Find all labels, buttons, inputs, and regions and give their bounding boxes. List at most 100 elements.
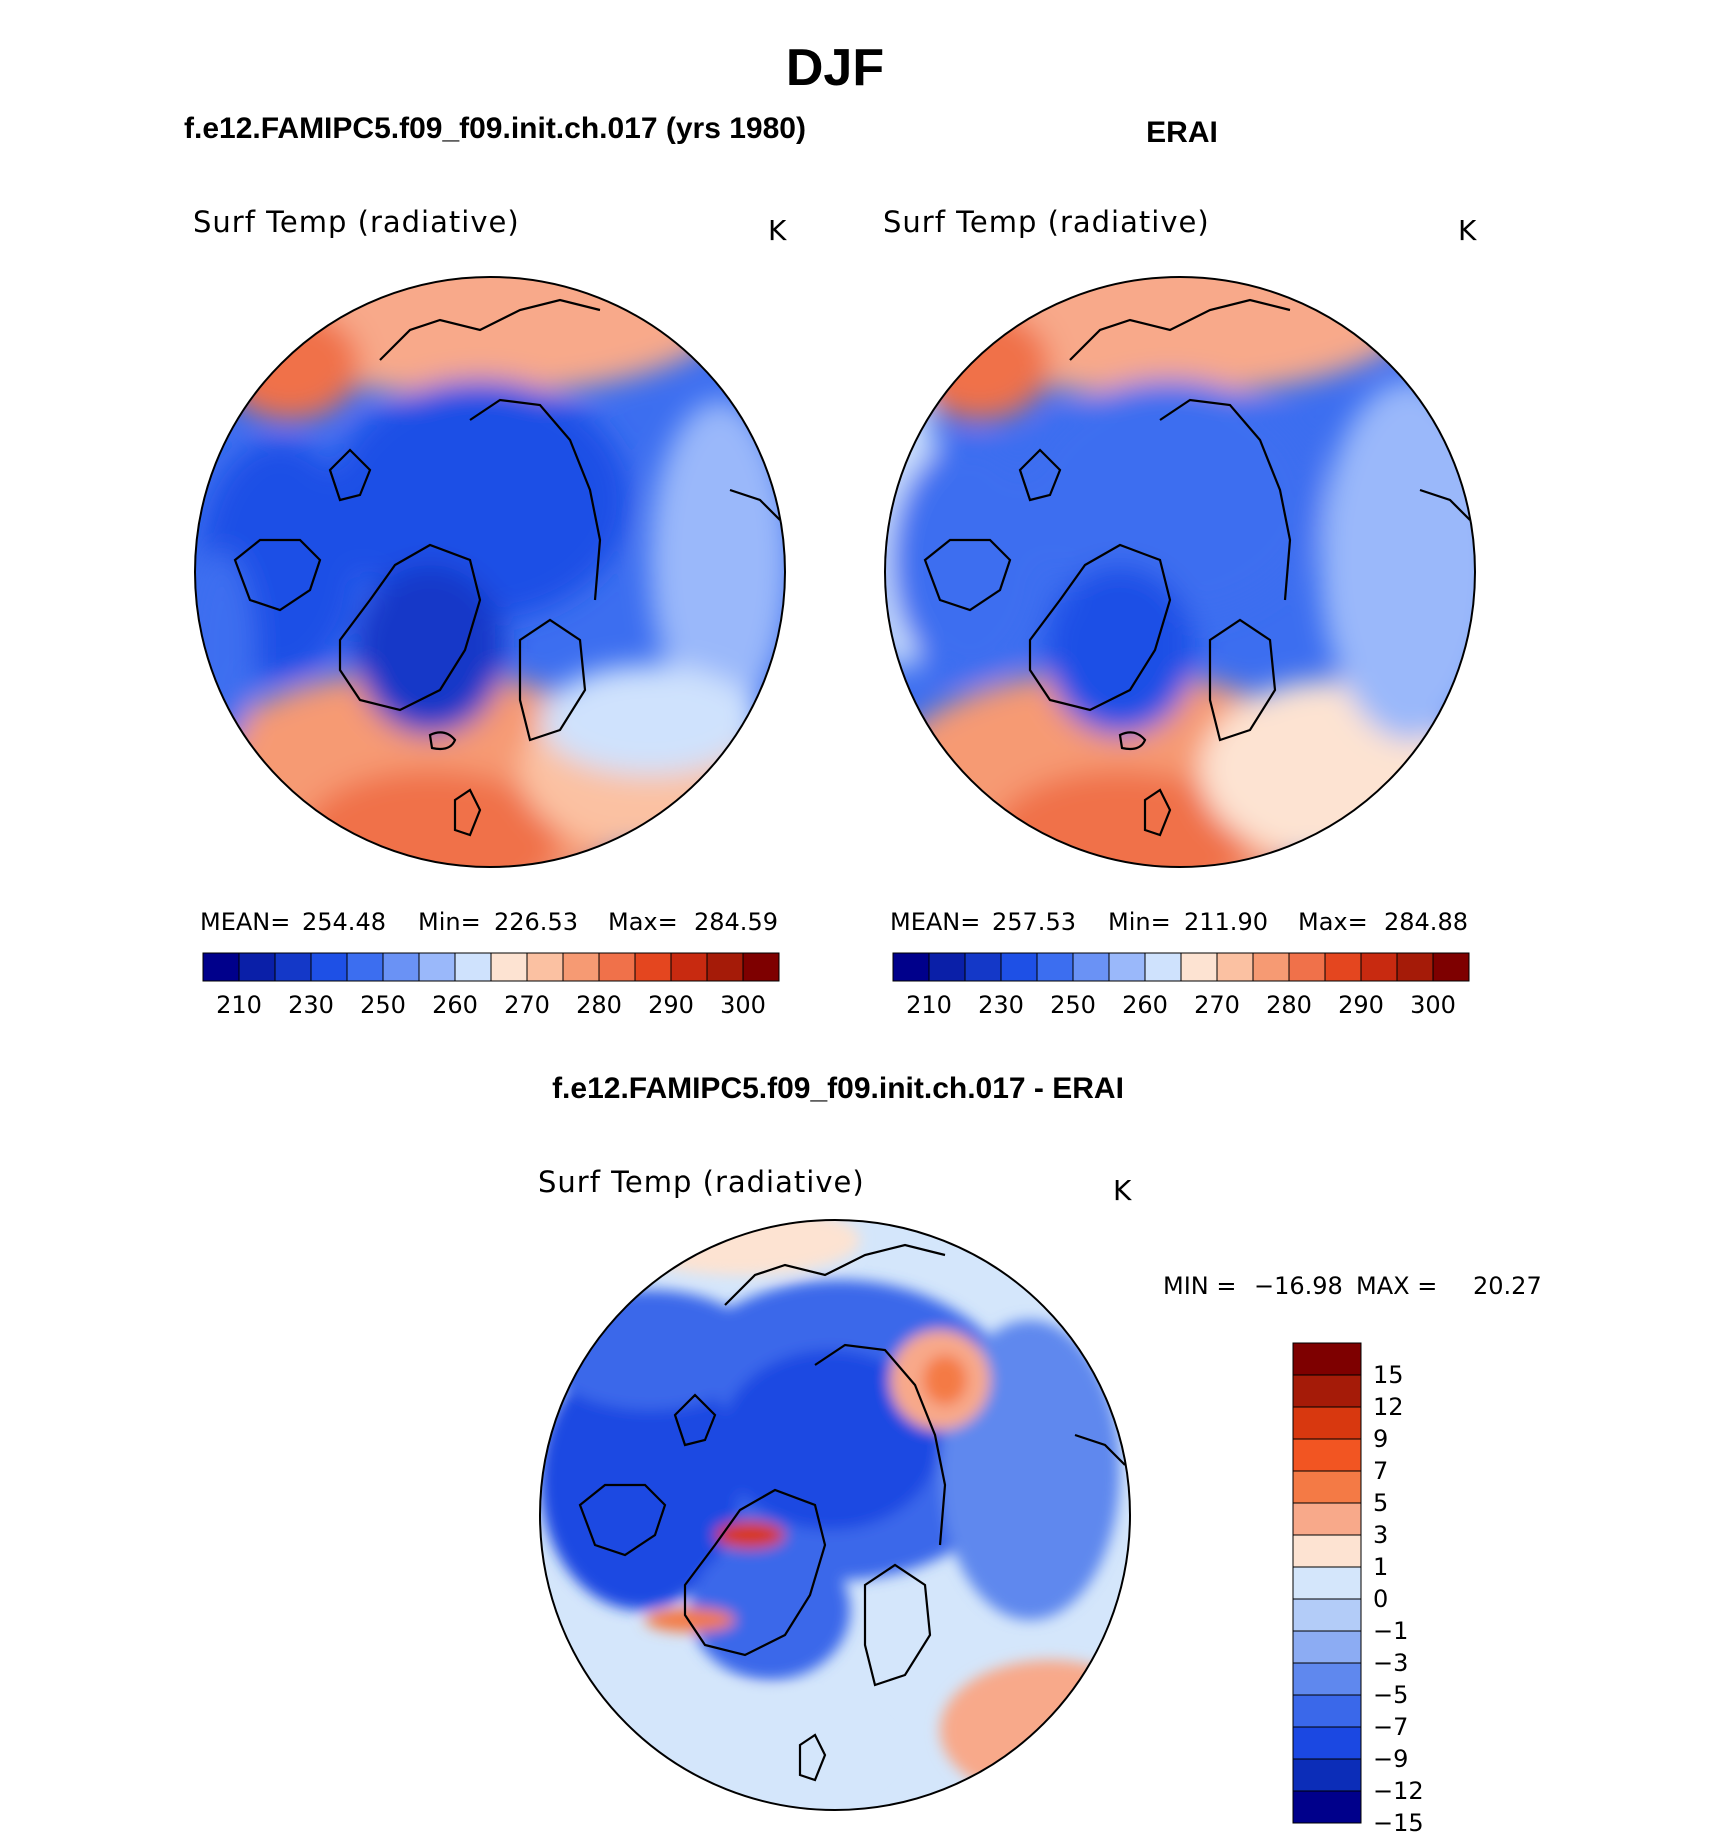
panel-obs-map-border [884, 276, 1476, 868]
panel-diff-colorbar-swatch [1292, 1694, 1362, 1728]
panel-obs-colorbar-swatch [1180, 952, 1218, 982]
panel-obs-colorbar-swatch [1360, 952, 1398, 982]
panel-obs-colorbar-swatch [1396, 952, 1434, 982]
panel-model-map-border [194, 276, 786, 868]
panel-diff-colorbar-tick-label: 9 [1373, 1425, 1388, 1453]
panel-model-max-label: Max= [608, 908, 678, 936]
panel-diff-variable-label: Surf Temp (radiative) [538, 1165, 865, 1199]
panel-diff-colorbar-swatch [1292, 1374, 1362, 1408]
map2-greenland [1045, 565, 1195, 735]
panel-diff-colorbar-tick-label: −15 [1373, 1809, 1424, 1837]
panel-diff-colorbar-swatch [1292, 1598, 1362, 1632]
panel-diff-colorbar-swatch [1292, 1406, 1362, 1440]
map3-europe-warm [940, 1660, 1130, 1800]
panel-obs-colorbar-tick-label: 290 [1338, 991, 1384, 1019]
panel-obs-colorbar-tick-label: 230 [978, 991, 1024, 1019]
map3-atlantic-light [550, 1690, 890, 1810]
panel-diff-colorbar-swatch [1292, 1502, 1362, 1536]
panel-diff-colorbar-tick-label: 12 [1373, 1393, 1404, 1421]
panel-model-colorbar-tick-label: 300 [720, 991, 766, 1019]
panel-obs-map [885, 277, 1475, 867]
panel-model-colorbar-swatch [526, 952, 564, 982]
panel-diff-colorbar-tick-label: 7 [1373, 1457, 1388, 1485]
panel-obs-colorbar-swatch [1252, 952, 1290, 982]
panel-obs-colorbar-swatch [1432, 952, 1470, 982]
panel-obs-colorbar-tick-label: 270 [1194, 991, 1240, 1019]
panel-model-colorbar-swatch [490, 952, 528, 982]
map2-north-pacific-core [910, 310, 1050, 420]
panel-model: f.e12.FAMIPC5.f09_f09.init.ch.017 (yrs 1… [184, 112, 806, 1019]
map1-north-pacific-core [220, 310, 360, 420]
panel-model-colorbar-tick-label: 280 [576, 991, 622, 1019]
panel-obs-colorbar-swatch [1072, 952, 1110, 982]
panel-model-colorbar-swatch [706, 952, 744, 982]
panel-diff-max-value: 20.27 [1473, 1272, 1542, 1300]
panel-model-colorbar-swatch [382, 952, 420, 982]
panel-diff-colorbar-tick-label: −12 [1373, 1777, 1424, 1805]
map2-coastlines [923, 298, 1471, 837]
panel-diff: f.e12.FAMIPC5.f09_f09.init.ch.017 - ERAI… [538, 1072, 1542, 1837]
panel-model-colorbar-swatch [634, 952, 672, 982]
panel-obs-min-value: 211.90 [1184, 908, 1268, 936]
panel-obs-variable-label: Surf Temp (radiative) [883, 205, 1210, 239]
map2-central-arctic [1020, 380, 1320, 620]
panel-diff-colorbar-swatch [1292, 1470, 1362, 1504]
map3-alaska-warm-core [923, 1355, 967, 1405]
map1-north-atlantic-core [300, 770, 560, 867]
panel-obs-title: ERAI [1146, 116, 1218, 149]
panel-diff-colorbar-swatch [1292, 1758, 1362, 1792]
panel-obs: ERAI Surf Temp (radiative) K [883, 116, 1477, 1019]
panel-model-colorbar: 210 230 250 260 270 280 290 300 [202, 952, 780, 1019]
panel-diff-colorbar-swatch [1292, 1534, 1362, 1568]
panel-model-colorbar-swatch [742, 952, 780, 982]
map3-arctic-core [720, 1350, 940, 1530]
panel-obs-colorbar-swatch [892, 952, 930, 982]
panel-model-max-value: 284.59 [694, 908, 778, 936]
map2-north-atlantic-core [990, 770, 1250, 867]
map1-central-arctic [330, 380, 630, 620]
panel-obs-colorbar-swatch [1036, 952, 1074, 982]
panel-diff-colorbar-swatch [1292, 1438, 1362, 1472]
panel-obs-colorbar-tick-label: 280 [1266, 991, 1312, 1019]
panel-model-units-label: K [768, 214, 787, 247]
map3-coastlines [578, 1243, 1126, 1782]
panel-obs-max-label: Max= [1298, 908, 1368, 936]
panel-obs-colorbar-swatch [1288, 952, 1326, 982]
panel-diff-colorbar-tick-label: 1 [1373, 1553, 1388, 1581]
panel-model-colorbar-tick-label: 260 [432, 991, 478, 1019]
panel-model-colorbar-swatch [274, 952, 312, 982]
panel-model-colorbar-swatch [238, 952, 276, 982]
panel-model-colorbar-swatch [310, 952, 348, 982]
map3-labrador-warm [645, 1608, 735, 1632]
panel-diff-map-border [539, 1219, 1131, 1811]
panel-obs-colorbar-tick-label: 260 [1122, 991, 1168, 1019]
panel-model-colorbar-swatch [346, 952, 384, 982]
panel-diff-colorbar-tick-label: 3 [1373, 1521, 1388, 1549]
map3-north-america [540, 1350, 740, 1610]
panel-model-colorbar-swatch [418, 952, 456, 982]
panel-diff-colorbar-tick-label: −5 [1373, 1681, 1408, 1709]
panel-obs-mean-label: MEAN= [890, 908, 980, 936]
panel-obs-colorbar-tick-label: 210 [906, 991, 952, 1019]
panel-obs-colorbar-swatch [1108, 952, 1146, 982]
panel-model-colorbar-swatch [598, 952, 636, 982]
panel-diff-min-label: MIN = [1163, 1272, 1236, 1300]
panel-diff-colorbar-swatch [1292, 1342, 1362, 1376]
map1-greenland [355, 565, 505, 735]
map3-greenland [690, 1540, 850, 1680]
panel-diff-colorbar-tick-label: 0 [1373, 1585, 1388, 1613]
panel-model-colorbar-tick-label: 230 [288, 991, 334, 1019]
panel-model-colorbar-swatch [562, 952, 600, 982]
panel-obs-colorbar-swatch [1000, 952, 1038, 982]
panel-model-min-label: Min= [418, 908, 481, 936]
panel-obs-colorbar-swatch [964, 952, 1002, 982]
panel-diff-colorbar-tick-label: 15 [1373, 1361, 1404, 1389]
panel-diff-map [540, 1220, 1130, 1810]
panel-obs-colorbar-swatch [1216, 952, 1254, 982]
panel-obs-colorbar-swatch [1144, 952, 1182, 982]
map1-eurasia-light [540, 665, 760, 775]
panel-obs-max-value: 284.88 [1384, 908, 1468, 936]
panel-obs-colorbar: 210 230 250 260 270 280 290 300 [892, 952, 1470, 1019]
panel-model-min-value: 226.53 [494, 908, 578, 936]
